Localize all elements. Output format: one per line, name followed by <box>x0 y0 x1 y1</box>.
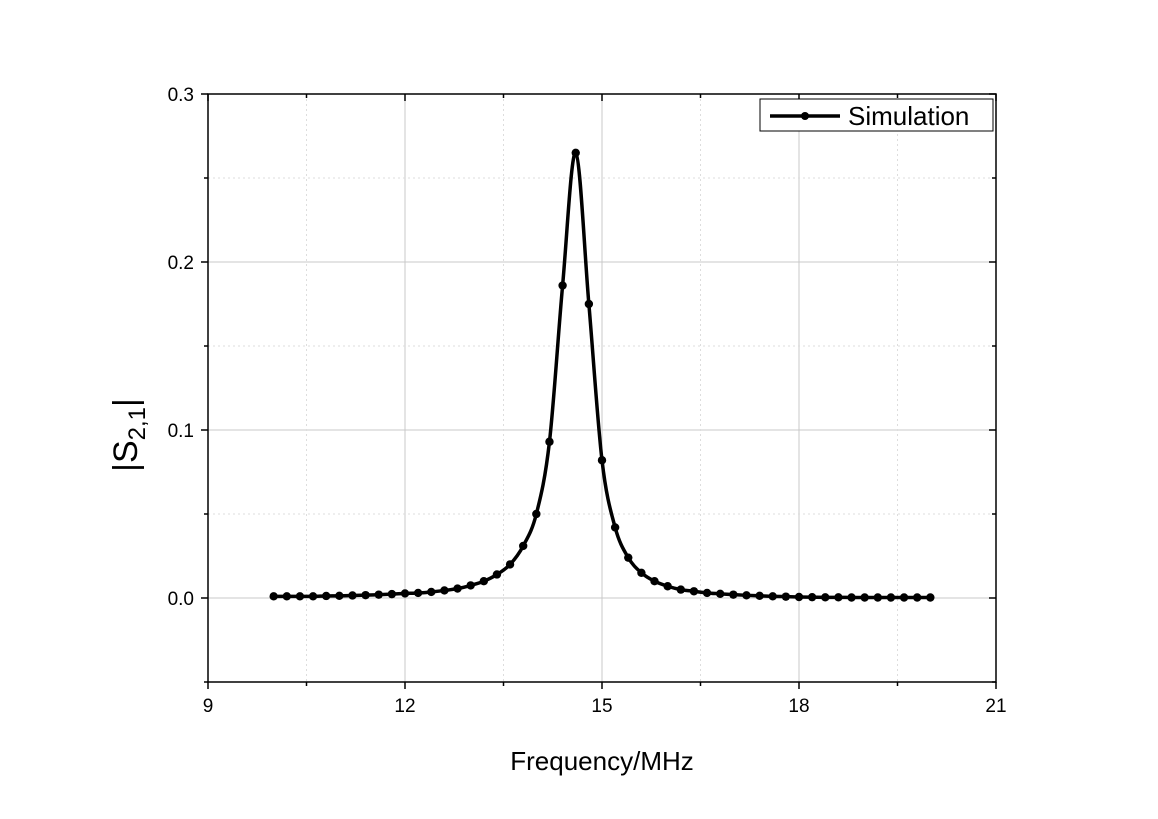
data-point <box>322 591 331 601</box>
data-point <box>702 588 712 598</box>
data-point <box>663 582 672 591</box>
legend-marker <box>801 112 809 120</box>
data-point <box>597 456 607 465</box>
data-point <box>926 593 935 602</box>
data-point <box>361 590 370 600</box>
data-point <box>807 592 817 602</box>
series-simulation <box>269 148 935 602</box>
data-point <box>282 592 291 601</box>
data-point <box>308 592 318 601</box>
y-axis-label: |S2,1| <box>107 398 151 472</box>
data-point <box>387 589 397 599</box>
y-tick-label: 0.3 <box>168 85 194 106</box>
y-label-sub: 2,1 <box>124 407 151 440</box>
data-point <box>295 592 305 601</box>
data-point <box>492 570 502 579</box>
data-point <box>413 588 423 598</box>
data-point <box>532 509 541 519</box>
data-point <box>886 593 896 602</box>
data-point <box>689 587 699 596</box>
data-point <box>479 577 488 586</box>
data-point <box>427 587 436 597</box>
data-point <box>269 592 278 601</box>
data-point <box>781 592 791 601</box>
x-axis-label: Frequency/MHz <box>510 746 694 776</box>
x-tick-label: 21 <box>985 696 1006 717</box>
data-point <box>860 593 869 602</box>
data-point <box>505 560 515 569</box>
data-point <box>348 591 357 600</box>
y-tick-label: 0.1 <box>168 421 194 442</box>
data-point <box>637 568 646 577</box>
data-point <box>374 590 383 599</box>
data-point <box>440 586 449 595</box>
x-tick-label: 18 <box>788 696 809 717</box>
data-point <box>466 581 475 590</box>
svg-text:|S2,1|: |S2,1| <box>107 398 151 472</box>
x-tick-label: 15 <box>591 696 612 717</box>
data-point <box>610 523 620 532</box>
y-tick-label: 0.0 <box>168 589 194 610</box>
data-point <box>755 591 764 601</box>
y-label-main: |S <box>107 440 145 472</box>
data-point <box>768 592 777 601</box>
data-point <box>624 553 633 562</box>
axes: 9 12 15 18 21 0.0 0.1 0.2 0.3 <box>168 85 1007 717</box>
data-point <box>834 593 843 602</box>
data-point <box>519 541 528 551</box>
data-point <box>453 584 462 593</box>
data-point <box>899 593 909 602</box>
data-point <box>847 593 856 602</box>
data-point <box>571 148 580 157</box>
data-point <box>913 593 922 602</box>
data-point <box>873 593 882 602</box>
legend: Simulation <box>759 98 994 132</box>
legend-label: Simulation <box>848 101 969 131</box>
y-tick-label: 0.2 <box>168 253 194 274</box>
x-tick-label: 12 <box>394 696 415 717</box>
data-point <box>729 590 738 599</box>
data-point <box>584 299 594 309</box>
data-point <box>794 592 804 602</box>
data-point <box>335 591 344 601</box>
data-point <box>650 577 659 586</box>
data-point <box>716 589 725 598</box>
x-tick-label: 9 <box>203 696 214 717</box>
data-point <box>821 593 830 602</box>
data-point <box>676 585 685 594</box>
y-label-end: | <box>107 398 145 407</box>
data-point <box>545 437 554 446</box>
data-point <box>558 281 567 290</box>
data-point <box>742 591 751 600</box>
data-point <box>400 589 410 598</box>
